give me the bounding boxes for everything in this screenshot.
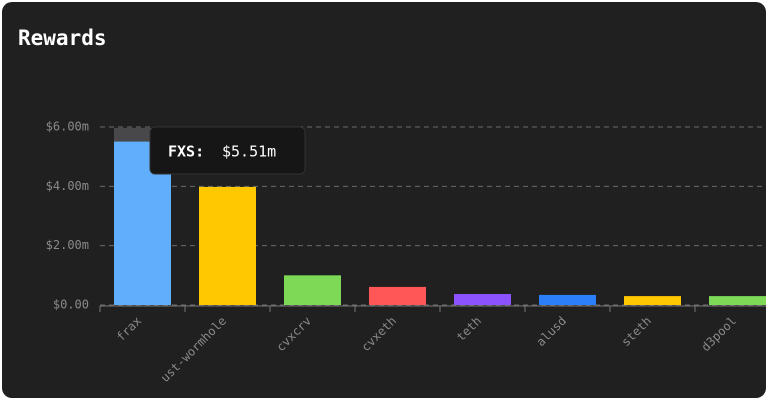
bar: [284, 275, 341, 305]
tooltip-value: $5.51m: [222, 143, 276, 161]
bar: [624, 296, 681, 305]
y-tick-label: $6.00m: [46, 120, 89, 134]
bar: [199, 186, 256, 305]
tooltip: FXS: $5.51m: [149, 126, 306, 175]
bar: [709, 296, 766, 305]
y-tick-label: $0.00: [53, 298, 89, 312]
bar: [539, 294, 596, 305]
tooltip-name: FXS:: [168, 143, 204, 161]
chart-title: Rewards: [18, 26, 107, 50]
y-tick-label: $2.00m: [46, 238, 89, 252]
bar: [454, 294, 511, 305]
tooltip-box: [149, 126, 306, 175]
y-tick-label: $4.00m: [46, 179, 89, 193]
bar: [369, 286, 426, 305]
